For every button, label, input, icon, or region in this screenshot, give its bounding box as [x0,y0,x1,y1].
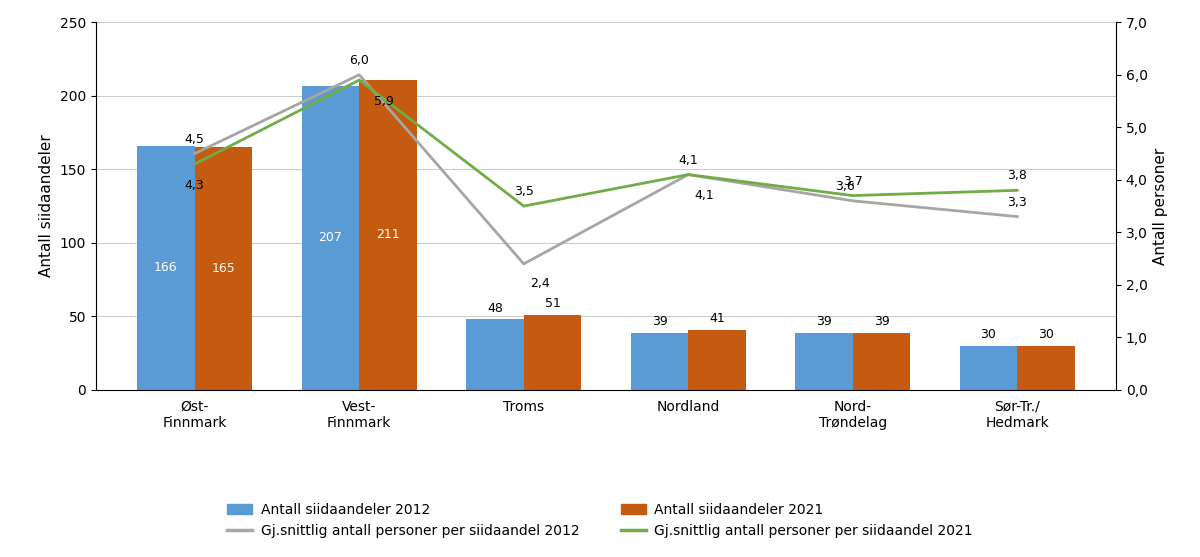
Text: 3,8: 3,8 [1007,169,1027,183]
Bar [853,333,911,390]
Text: 3,3: 3,3 [1008,196,1027,209]
Bar [301,86,359,390]
Text: 4,1: 4,1 [695,189,714,202]
Bar [359,80,416,390]
Bar [194,147,252,390]
Text: 4,5: 4,5 [185,133,205,146]
Text: 3,7: 3,7 [842,175,863,188]
Legend: Antall siidaandeler 2012, Gj.snittlig antall personer per siidaandel 2012, Antal: Antall siidaandeler 2012, Gj.snittlig an… [221,496,979,545]
Text: 30: 30 [1038,329,1054,341]
Text: 2,4: 2,4 [530,277,550,290]
Y-axis label: Antall siidaandeler: Antall siidaandeler [40,135,54,277]
Text: 4,3: 4,3 [185,179,204,192]
Text: 166: 166 [154,261,178,275]
Bar [796,333,853,390]
Bar [960,346,1018,390]
Text: 3,6: 3,6 [835,180,854,193]
Text: 4,1: 4,1 [678,154,698,167]
Bar [466,319,523,390]
Text: 207: 207 [318,231,342,244]
Bar [523,315,581,390]
Bar [1018,346,1075,390]
Y-axis label: Antall personer: Antall personer [1153,148,1169,265]
Bar [137,146,194,390]
Text: 6,0: 6,0 [349,54,370,67]
Text: 51: 51 [545,297,560,310]
Text: 5,9: 5,9 [374,95,394,108]
Text: 48: 48 [487,302,503,315]
Bar [689,330,746,390]
Text: 30: 30 [980,329,996,341]
Text: 41: 41 [709,312,725,325]
Text: 39: 39 [816,315,832,328]
Text: 39: 39 [874,315,889,328]
Text: 165: 165 [211,262,235,275]
Bar [631,333,689,390]
Text: 39: 39 [652,315,667,328]
Text: 3,5: 3,5 [514,185,534,198]
Text: 211: 211 [377,228,400,241]
